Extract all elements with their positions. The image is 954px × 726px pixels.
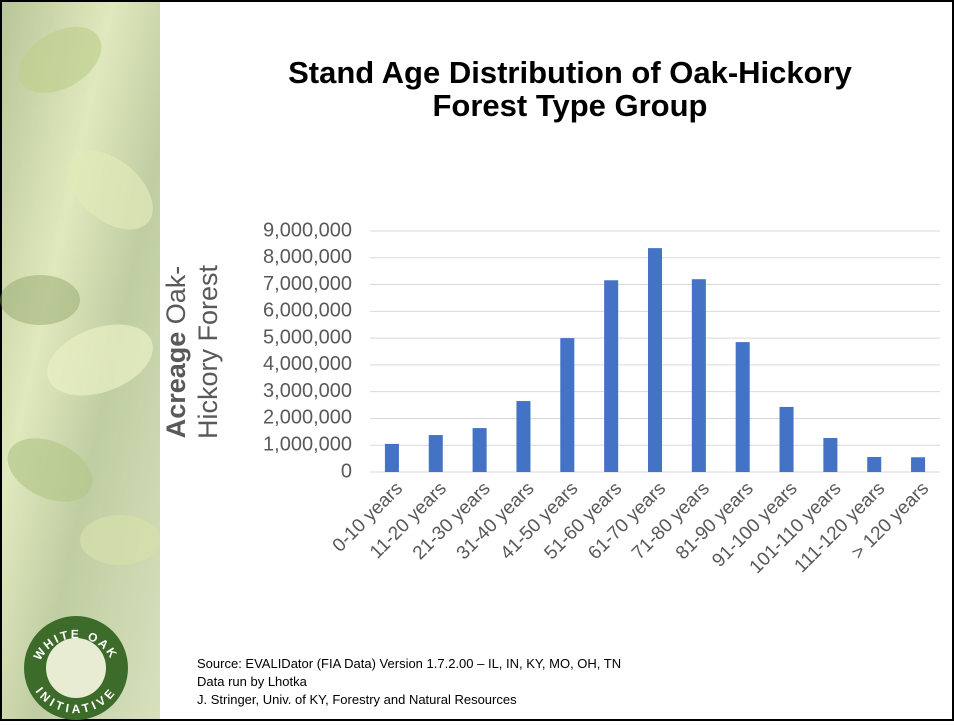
y-tick-label: 3,000,000	[263, 380, 352, 402]
bar	[648, 248, 662, 472]
y-axis-label-line: Hickory Forest	[193, 264, 223, 439]
logo: WHITE OAK INITIATIVE	[24, 616, 128, 720]
y-tick-label: 7,000,000	[263, 273, 352, 295]
chart-title: Stand Age Distribution of Oak-Hickory	[288, 55, 853, 90]
bar	[560, 338, 574, 472]
source-line: J. Stringer, Univ. of KY, Forestry and N…	[197, 692, 517, 707]
y-tick-label: 4,000,000	[263, 353, 352, 375]
bar	[867, 457, 881, 472]
bar	[429, 435, 443, 472]
source-line: Source: EVALIDator (FIA Data) Version 1.…	[197, 656, 621, 671]
source-line: Data run by Lhotka	[197, 674, 308, 689]
bar	[473, 428, 487, 472]
y-tick-label: 0	[341, 460, 352, 482]
y-axis-label-line: Acreage Oak-	[161, 266, 191, 439]
bar	[911, 457, 925, 472]
y-tick-label: 9,000,000	[263, 219, 352, 241]
y-tick-label: 2,000,000	[263, 407, 352, 429]
bar	[780, 407, 794, 472]
y-axis-label-bold: Acreage	[161, 332, 191, 439]
y-tick-label: 8,000,000	[263, 246, 352, 268]
leaf-background	[0, 2, 168, 719]
y-tick-label: 6,000,000	[263, 300, 352, 322]
bar	[516, 401, 530, 472]
bar	[604, 280, 618, 472]
bar	[823, 438, 837, 472]
chart-title: Forest Type Group	[432, 88, 707, 123]
slide: WHITE OAK INITIATIVE Stand Age Distribut…	[0, 0, 954, 721]
y-axis-label-part: Oak-	[161, 266, 191, 325]
y-tick-label: 1,000,000	[263, 434, 352, 456]
y-tick-label: 5,000,000	[263, 326, 352, 348]
bar	[736, 342, 750, 472]
bar	[385, 444, 399, 472]
bar	[692, 279, 706, 472]
